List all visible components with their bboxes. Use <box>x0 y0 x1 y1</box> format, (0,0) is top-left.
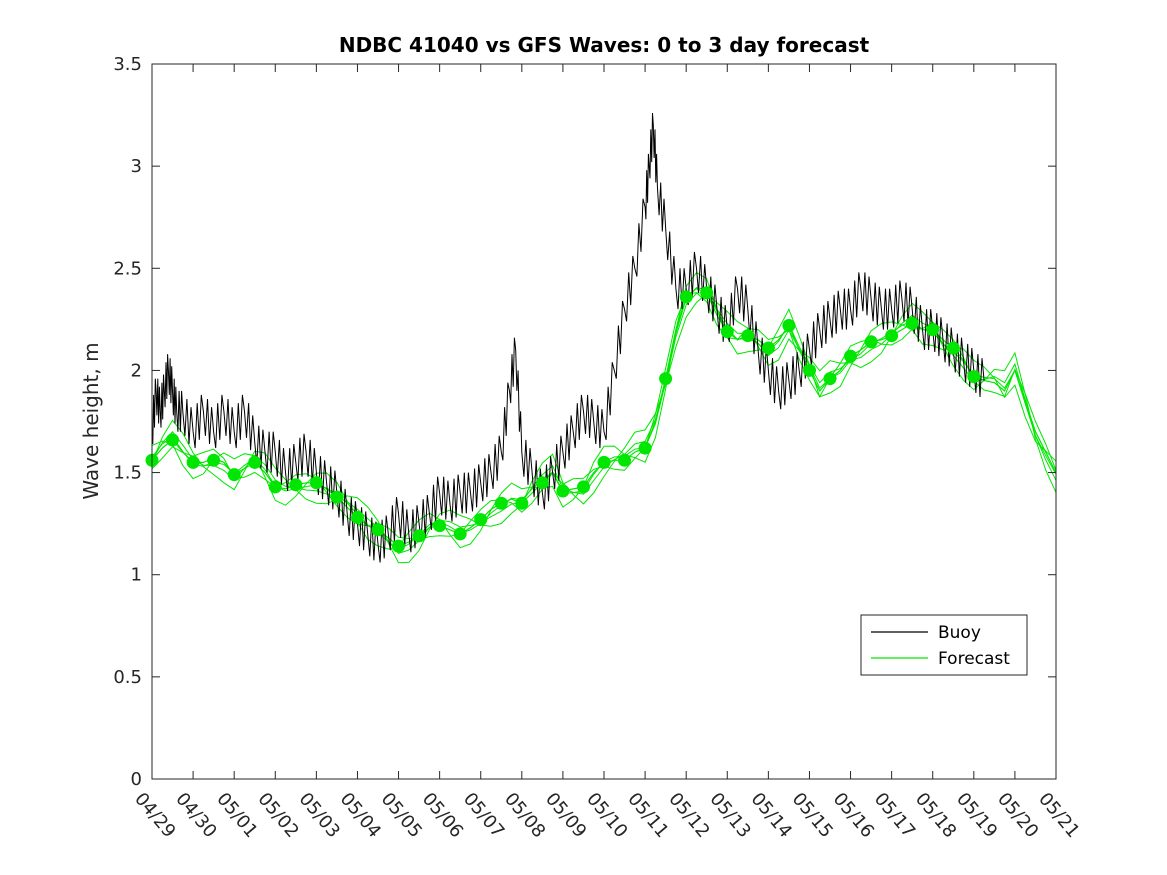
forecast-marker <box>885 329 899 343</box>
forecast-marker <box>720 325 734 339</box>
legend-label-buoy: Buoy <box>938 623 981 643</box>
forecast-marker <box>371 523 385 537</box>
forecast-marker <box>433 519 447 533</box>
y-tick-label: 0 <box>131 769 142 790</box>
forecast-marker <box>412 529 426 543</box>
forecast-marker <box>597 455 611 469</box>
forecast-marker <box>268 480 282 494</box>
forecast-marker <box>823 372 837 386</box>
legend: Buoy Forecast <box>860 614 1028 676</box>
chart-title: NDBC 41040 vs GFS Waves: 0 to 3 day fore… <box>339 33 870 57</box>
forecast-marker <box>248 455 262 469</box>
forecast-marker <box>761 341 775 355</box>
forecast-marker <box>618 453 631 467</box>
y-axis-label: Wave height, m <box>79 342 103 499</box>
y-tick-label: 1.5 <box>113 463 142 484</box>
forecast-marker <box>844 349 857 363</box>
forecast-marker <box>905 316 919 330</box>
legend-label-forecast: Forecast <box>938 649 1010 669</box>
forecast-marker <box>638 441 652 455</box>
forecast-marker <box>166 433 179 447</box>
forecast-marker <box>946 341 960 355</box>
forecast-marker <box>803 363 816 377</box>
forecast-marker <box>926 323 940 337</box>
forecast-marker <box>556 484 570 498</box>
forecast-marker <box>392 539 405 553</box>
y-tick-label: 1 <box>131 565 142 586</box>
forecast-markers <box>145 286 981 553</box>
forecast-marker <box>330 490 344 504</box>
forecast-marker <box>289 478 303 492</box>
y-tick-label: 2 <box>131 360 142 381</box>
forecast-ensemble-line <box>151 292 1057 564</box>
forecast-marker <box>782 319 796 332</box>
forecast-marker <box>967 370 981 384</box>
forecast-marker <box>864 335 878 349</box>
y-tick-label: 2.5 <box>113 258 142 279</box>
y-tick-label: 3 <box>131 156 142 177</box>
forecast-marker <box>577 480 590 494</box>
forecast-marker <box>309 476 323 490</box>
forecast-marker <box>351 511 364 524</box>
forecast-marker <box>494 496 508 510</box>
forecast-ensemble-line <box>151 271 1057 550</box>
forecast-marker <box>474 513 488 527</box>
forecast-marker <box>700 286 714 300</box>
legend-box <box>860 614 1028 676</box>
y-tick-label: 0.5 <box>113 667 142 688</box>
forecast-marker <box>227 468 241 482</box>
forecast-marker <box>679 290 693 304</box>
forecast-marker <box>515 496 529 510</box>
series-buoy-line <box>151 112 985 563</box>
forecast-marker <box>186 455 200 469</box>
forecast-marker <box>207 453 221 467</box>
y-tick-label: 3.5 <box>113 54 142 75</box>
plot-area <box>145 112 1057 564</box>
forecast-marker <box>453 527 467 541</box>
forecast-marker <box>659 372 673 386</box>
forecast-marker <box>741 329 755 343</box>
forecast-marker <box>535 476 549 490</box>
